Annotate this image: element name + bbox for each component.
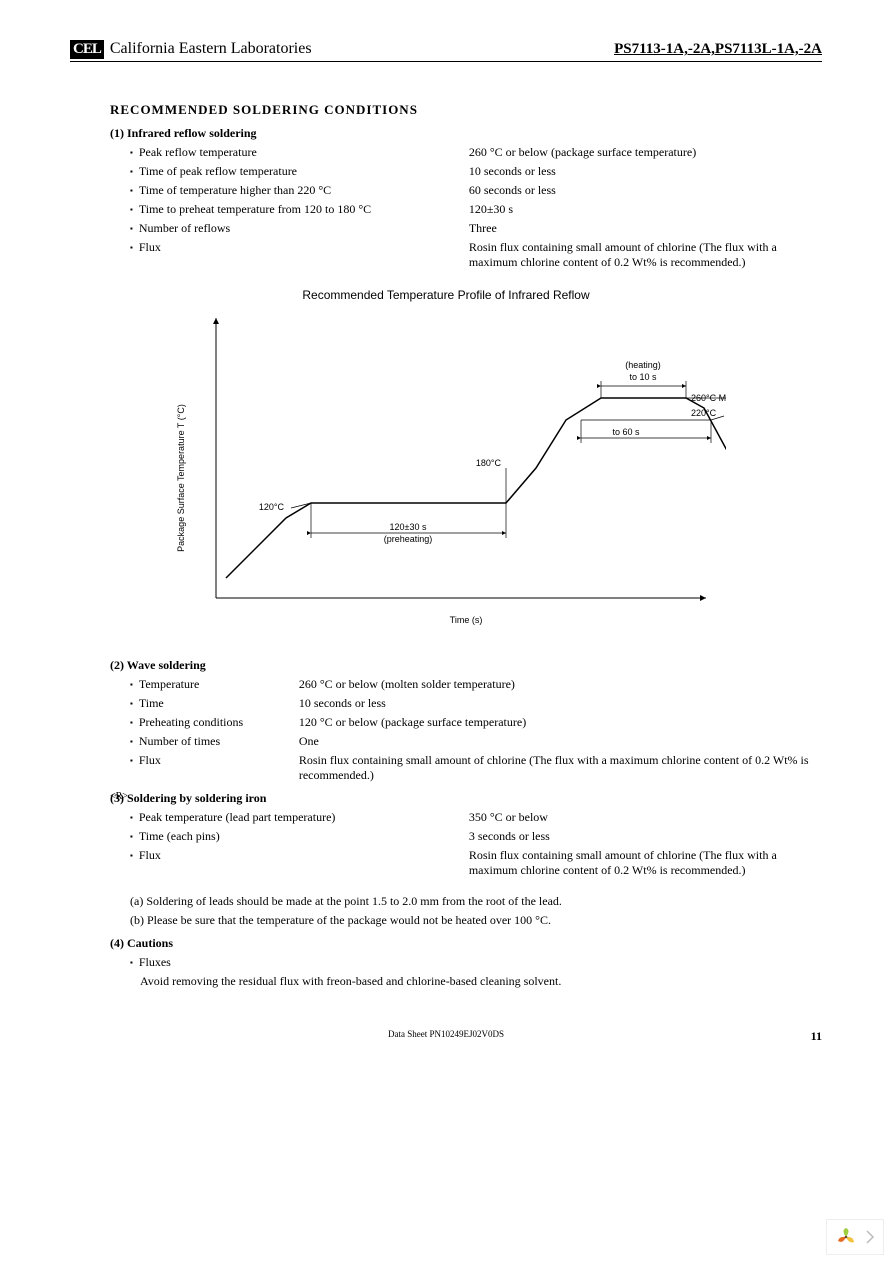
list-item: Time to preheat temperature from 120 to … [130, 202, 822, 217]
item-label: Flux [139, 753, 299, 783]
note-a: (a) Soldering of leads should be made at… [130, 894, 822, 909]
item-value: Rosin flux containing small amount of ch… [469, 848, 822, 878]
item-label: Time of temperature higher than 220 °C [139, 183, 469, 198]
item-label: Time of peak reflow temperature [139, 164, 469, 179]
section-2-title: (2) Wave soldering [110, 658, 822, 673]
item-value: Rosin flux containing small amount of ch… [299, 753, 822, 783]
item-label: Flux [139, 848, 469, 878]
item-label: Time to preheat temperature from 120 to … [139, 202, 469, 217]
item-value: 260 °C or below (molten solder temperatu… [299, 677, 822, 692]
svg-text:120°C: 120°C [259, 502, 285, 512]
item-label: Number of reflows [139, 221, 469, 236]
svg-text:to 60 s: to 60 s [612, 427, 640, 437]
note-b: (b) Please be sure that the temperature … [130, 913, 822, 928]
list-item: FluxRosin flux containing small amount o… [130, 240, 822, 270]
company-name: California Eastern Laboratories [110, 40, 312, 58]
page-footer: Data Sheet PN10249EJ02V0DS 11 [70, 1029, 822, 1044]
leaf-icon [835, 1226, 857, 1248]
page-header: CEL California Eastern Laboratories PS71… [70, 40, 822, 62]
item-value: 10 seconds or less [469, 164, 822, 179]
section-2-list: Temperature260 °C or below (molten solde… [130, 677, 822, 783]
item-value [171, 955, 822, 970]
item-value: 10 seconds or less [299, 696, 822, 711]
item-value: 3 seconds or less [469, 829, 822, 844]
item-value: One [299, 734, 822, 749]
svg-text:220°C: 220°C [691, 408, 717, 418]
corner-widget [826, 1219, 884, 1255]
revision-marker: <R> [110, 791, 128, 802]
item-label: Time (each pins) [139, 829, 469, 844]
item-value: Rosin flux containing small amount of ch… [469, 240, 822, 270]
item-label: Peak reflow temperature [139, 145, 469, 160]
chevron-right-icon [865, 1229, 875, 1245]
item-value: 260 °C or below (package surface tempera… [469, 145, 822, 160]
section-3-list: Peak temperature (lead part temperature)… [130, 810, 822, 878]
list-item: Time10 seconds or less [130, 696, 822, 711]
list-item: Peak reflow temperature260 °C or below (… [130, 145, 822, 160]
item-value: 350 °C or below [469, 810, 822, 825]
item-value: 120±30 s [469, 202, 822, 217]
section-3-title: (3) Soldering by soldering iron [110, 791, 822, 806]
main-section-title: RECOMMENDED SOLDERING CONDITIONS [110, 102, 822, 118]
list-item: Time of temperature higher than 220 °C60… [130, 183, 822, 198]
item-label: Flux [139, 240, 469, 270]
section-4-list: Fluxes [130, 955, 822, 970]
list-item: Time (each pins)3 seconds or less [130, 829, 822, 844]
caution-note: Avoid removing the residual flux with fr… [140, 974, 822, 989]
list-item: FluxRosin flux containing small amount o… [130, 848, 822, 878]
footer-doc-ref: Data Sheet PN10249EJ02V0DS [130, 1029, 762, 1044]
item-label: Preheating conditions [139, 715, 299, 730]
list-item: Peak temperature (lead part temperature)… [130, 810, 822, 825]
list-item: Temperature260 °C or below (molten solde… [130, 677, 822, 692]
svg-text:(heating): (heating) [625, 360, 661, 370]
item-value: 120 °C or below (package surface tempera… [299, 715, 822, 730]
document-id: PS7113-1A,-2A,PS7113L-1A,-2A [614, 41, 822, 58]
item-value: 60 seconds or less [469, 183, 822, 198]
svg-text:180°C: 180°C [476, 458, 502, 468]
item-label: Time [139, 696, 299, 711]
svg-text:260°C MAX.: 260°C MAX. [691, 393, 726, 403]
section-4-title: (4) Cautions [110, 936, 822, 951]
cel-logo-mark: CEL [70, 40, 104, 59]
reflow-profile-chart: Package Surface Temperature T (°C) Time (… [70, 308, 822, 628]
item-label: Fluxes [139, 955, 171, 970]
page-number: 11 [762, 1029, 822, 1044]
svg-text:Time (s): Time (s) [450, 615, 483, 625]
list-item: Number of reflowsThree [130, 221, 822, 236]
logo-block: CEL California Eastern Laboratories [70, 40, 312, 59]
list-item: Fluxes [130, 955, 822, 970]
section-1-title: (1) Infrared reflow soldering [110, 126, 822, 141]
svg-text:to 10 s: to 10 s [629, 372, 657, 382]
list-item: Preheating conditions120 °C or below (pa… [130, 715, 822, 730]
svg-text:(preheating): (preheating) [384, 534, 433, 544]
list-item: FluxRosin flux containing small amount o… [130, 753, 822, 783]
item-value: Three [469, 221, 822, 236]
list-item: Number of timesOne [130, 734, 822, 749]
section-1-list: Peak reflow temperature260 °C or below (… [130, 145, 822, 270]
section-3-notes: (a) Soldering of leads should be made at… [130, 894, 822, 928]
svg-text:120±30 s: 120±30 s [390, 522, 427, 532]
item-label: Number of times [139, 734, 299, 749]
svg-text:Package Surface Temperature T: Package Surface Temperature T (°C) [176, 404, 186, 552]
chart-title: Recommended Temperature Profile of Infra… [70, 288, 822, 302]
item-label: Peak temperature (lead part temperature) [139, 810, 469, 825]
list-item: Time of peak reflow temperature10 second… [130, 164, 822, 179]
item-label: Temperature [139, 677, 299, 692]
